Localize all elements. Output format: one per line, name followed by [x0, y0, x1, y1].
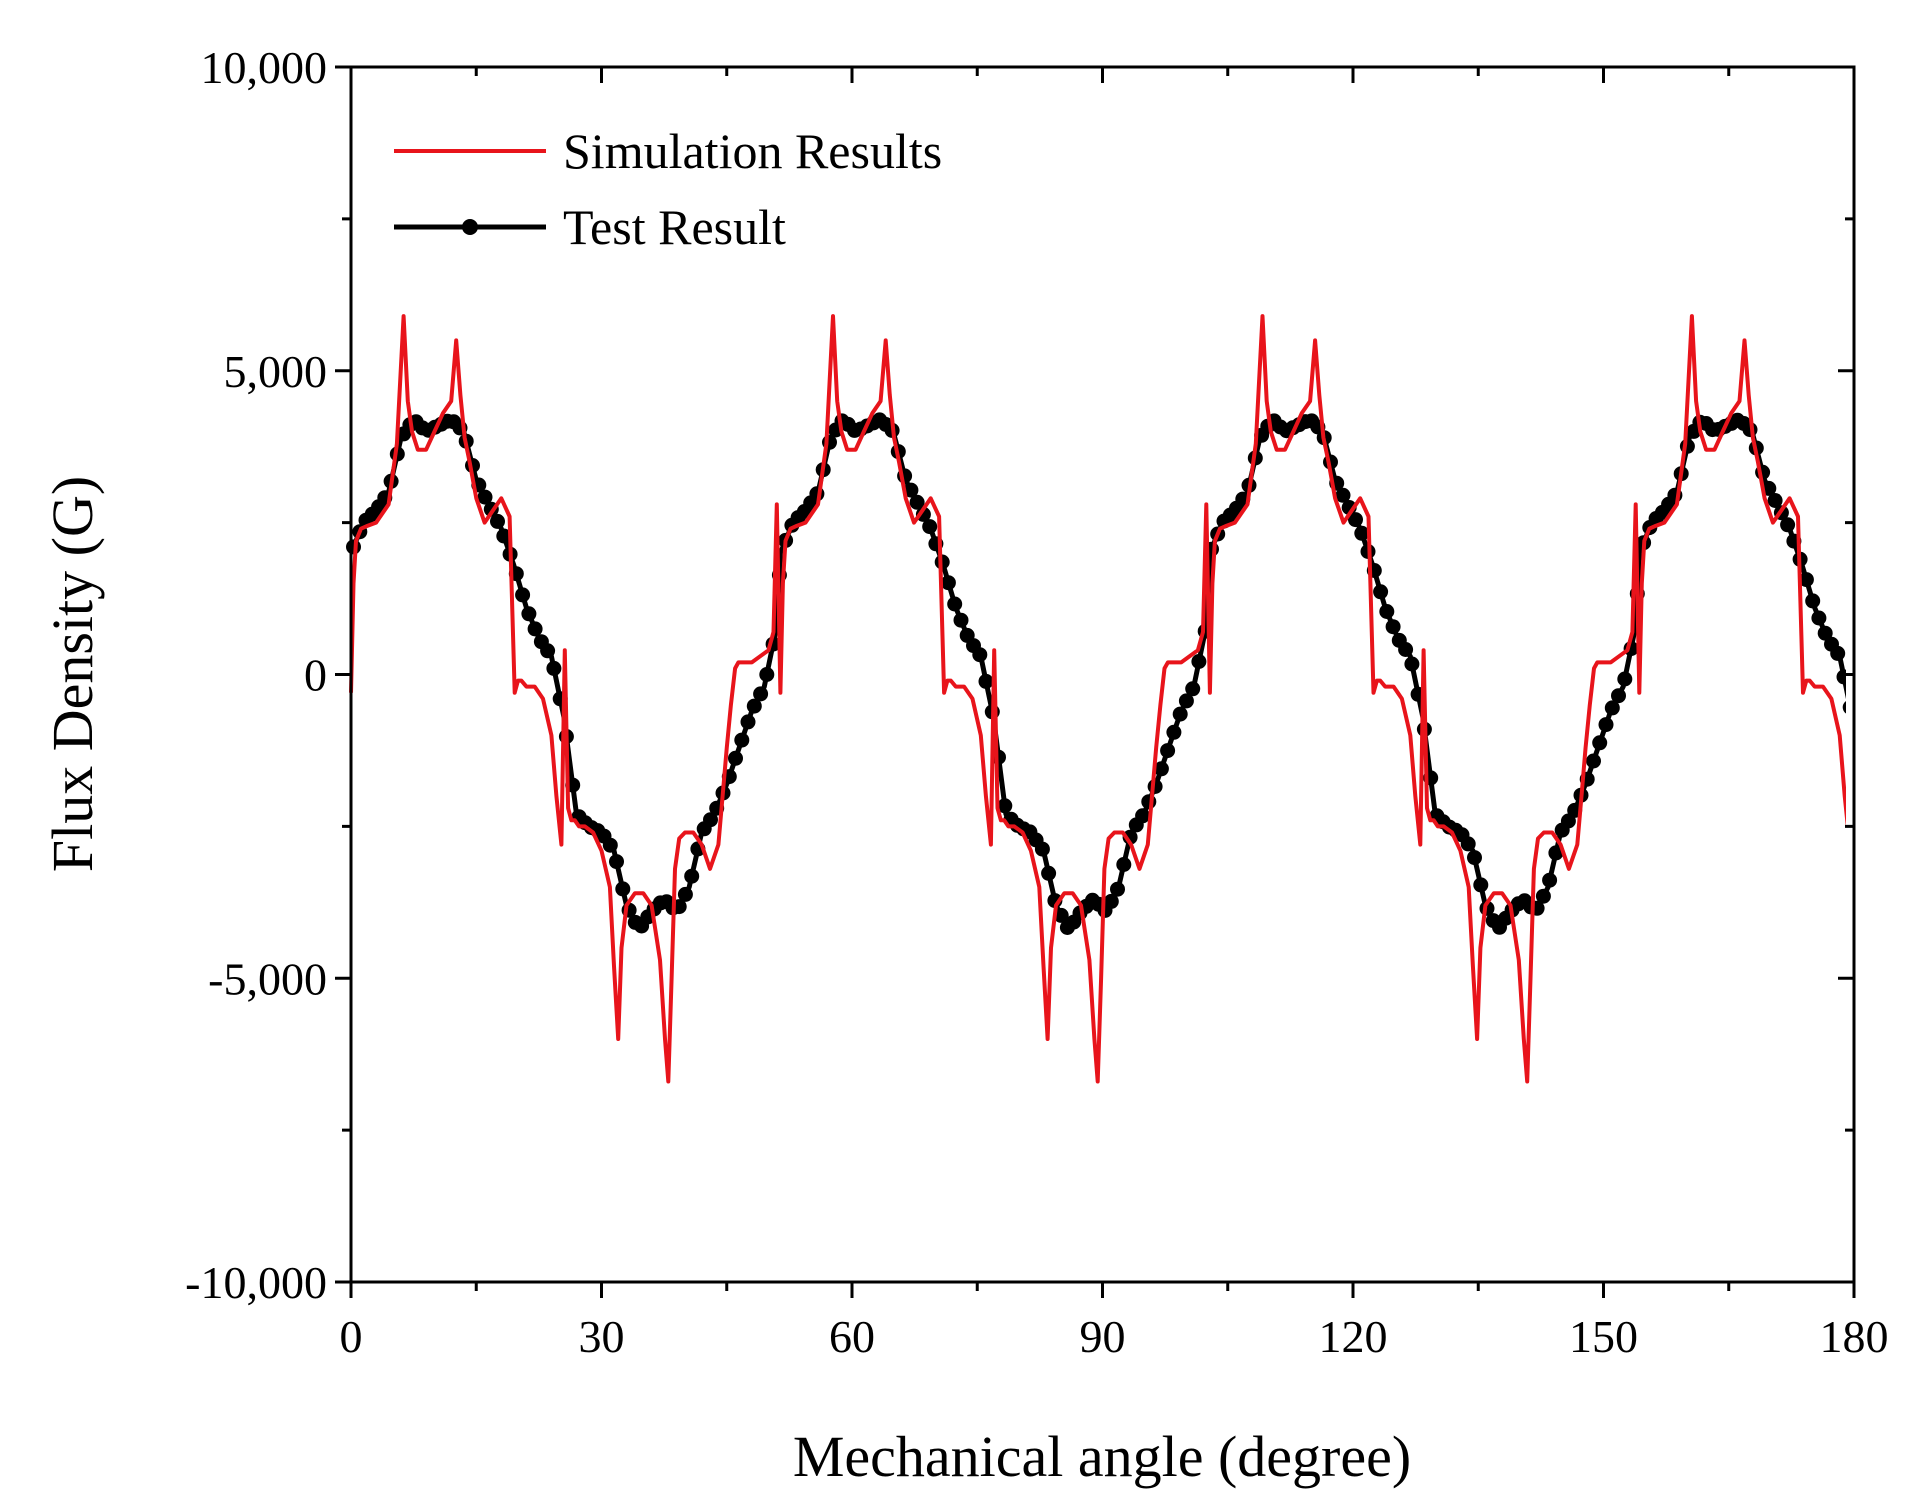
x-tick-label: 90	[1080, 1311, 1126, 1362]
x-axis-title: Mechanical angle (degree)	[793, 1424, 1411, 1489]
test-point	[1348, 512, 1363, 528]
simulation-results-line	[349, 314, 1846, 1084]
test-point	[922, 519, 938, 535]
test-point	[1611, 688, 1626, 704]
test-point	[496, 528, 512, 544]
test-point	[1178, 693, 1194, 709]
x-tick-label: 60	[829, 1311, 875, 1362]
x-tick-label: 30	[579, 1311, 625, 1362]
test-point	[677, 886, 693, 902]
test-point	[602, 837, 618, 853]
test-point	[1379, 604, 1395, 619]
test-point	[1604, 700, 1620, 716]
x-tick-label: 150	[1569, 1311, 1638, 1362]
test-point	[1598, 717, 1614, 733]
test-point	[728, 750, 743, 766]
test-point	[684, 868, 700, 884]
test-point	[1460, 836, 1476, 852]
test-point	[753, 686, 769, 702]
test-point	[615, 881, 631, 897]
test-point	[1160, 743, 1176, 759]
test-point	[1805, 593, 1821, 609]
test-point	[703, 812, 718, 828]
test-point	[1836, 669, 1846, 685]
test-point	[1191, 654, 1207, 669]
test-point	[1141, 794, 1157, 810]
test-point	[1842, 701, 1846, 714]
legend-test-marker	[462, 219, 478, 235]
test-point	[1780, 517, 1796, 533]
test-point	[1166, 724, 1182, 740]
test-point	[1811, 610, 1827, 626]
legend-test-label: Test Result	[563, 199, 786, 255]
test-point	[972, 647, 988, 663]
y-tick-label: -10,000	[185, 1257, 327, 1308]
x-tick-label: 0	[340, 1311, 363, 1362]
test-point	[1548, 845, 1564, 861]
test-point	[521, 606, 537, 622]
test-point	[1385, 619, 1401, 635]
test-point	[1335, 487, 1351, 503]
test-point	[1103, 893, 1119, 909]
test-point	[978, 673, 994, 689]
test-point	[903, 482, 919, 498]
legend: Simulation Results Test Result	[394, 123, 942, 255]
test-point	[1767, 493, 1783, 508]
test-point	[746, 698, 762, 714]
test-point	[1798, 572, 1814, 588]
test-point	[915, 506, 931, 522]
test-point	[1172, 706, 1188, 722]
x-tick-label: 120	[1319, 1311, 1388, 1362]
test-point	[1135, 808, 1151, 824]
test-point	[997, 798, 1013, 814]
test-point	[1034, 841, 1050, 857]
test-point	[1617, 671, 1633, 687]
x-tick-label: 180	[1820, 1311, 1889, 1362]
test-point	[1817, 625, 1833, 641]
y-tick-label: 5,000	[224, 346, 328, 397]
test-point	[515, 587, 531, 603]
test-point	[1053, 907, 1069, 923]
test-point	[1185, 681, 1201, 697]
test-point	[953, 612, 969, 628]
test-point	[1354, 525, 1370, 541]
test-point	[1592, 735, 1608, 751]
y-axis-title: Flux Density (G)	[40, 476, 105, 872]
test-point	[540, 643, 556, 659]
test-point	[740, 714, 756, 730]
test-point	[1473, 877, 1489, 893]
test-point	[947, 596, 963, 612]
test-point	[940, 575, 956, 591]
test-point	[1467, 850, 1482, 866]
test-point	[1041, 865, 1057, 881]
test-point	[1404, 656, 1420, 672]
test-point	[490, 513, 505, 529]
test-point	[734, 732, 750, 748]
test-point	[1153, 761, 1169, 777]
series-layer	[346, 314, 1846, 1084]
test-point	[609, 854, 624, 870]
y-tick-label: 0	[304, 650, 327, 701]
tick-labels: 0 30 60 90 120 150 180 -10,000 -5,000 0 5,000 10,00…	[185, 42, 1888, 1362]
test-point	[1586, 753, 1601, 769]
test-point	[1398, 642, 1414, 657]
test-point	[1830, 645, 1846, 661]
test-point	[1116, 857, 1132, 872]
test-point	[1542, 872, 1558, 888]
test-point	[1373, 584, 1389, 600]
test-point	[477, 489, 493, 505]
test-point	[1110, 881, 1125, 897]
test-point	[546, 660, 562, 676]
test-point	[1535, 888, 1551, 904]
ticks-layer	[335, 65, 1856, 1298]
y-tick-label: -5,000	[208, 953, 327, 1004]
y-tick-label: 10,000	[201, 42, 328, 93]
test-point	[527, 621, 543, 637]
test-point	[909, 494, 925, 510]
legend-simulation-label: Simulation Results	[563, 123, 942, 179]
test-point	[759, 667, 775, 682]
